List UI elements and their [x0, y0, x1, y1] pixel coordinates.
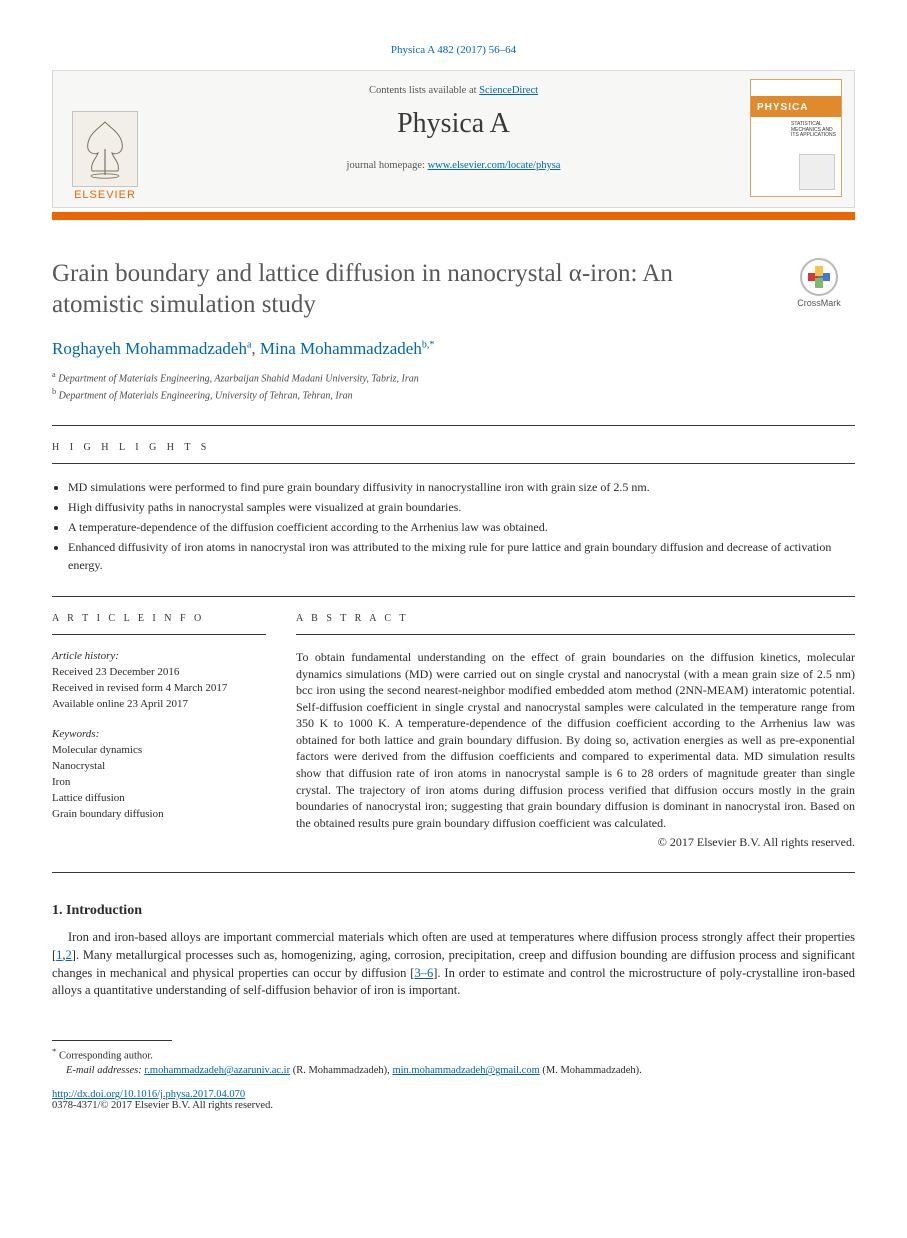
- email-1-who: (R. Mohammadzadeh),: [290, 1065, 392, 1076]
- history-line: Received 23 December 2016: [52, 665, 266, 681]
- article-history: Article history: Received 23 December 20…: [52, 649, 266, 822]
- rule-info: [52, 634, 266, 635]
- email-2-link[interactable]: min.mohammadzadeh@gmail.com: [392, 1065, 539, 1076]
- author-2-link[interactable]: Mina Mohammadzadeh: [260, 339, 422, 358]
- rule-3: [52, 872, 855, 873]
- history-line: Received in revised form 4 March 2017: [52, 681, 266, 697]
- homepage-prefix: journal homepage:: [347, 160, 428, 171]
- email-2-who: (M. Mohammadzadeh).: [540, 1065, 642, 1076]
- email-1-link[interactable]: r.mohammadzadeh@azaruniv.ac.ir: [144, 1065, 290, 1076]
- keyword: Iron: [52, 775, 266, 791]
- elsevier-tree-icon: [72, 111, 138, 187]
- affil-a: a Department of Materials Engineering, A…: [52, 369, 855, 386]
- corr-author-note: * Corresponding author.: [52, 1045, 855, 1064]
- highlight-item: Enhanced diffusivity of iron atoms in na…: [68, 538, 855, 574]
- emails-line: E-mail addresses: r.mohammadzadeh@azarun…: [52, 1064, 855, 1079]
- title-row: Grain boundary and lattice diffusion in …: [52, 258, 855, 321]
- keyword: Lattice diffusion: [52, 791, 266, 807]
- rule-1: [52, 425, 855, 426]
- highlight-item: A temperature-dependence of the diffusio…: [68, 518, 855, 536]
- highlights-list: MD simulations were performed to find pu…: [68, 478, 855, 574]
- rule-2: [52, 596, 855, 597]
- abstract-heading: A B S T R A C T: [296, 613, 855, 624]
- abstract-text: To obtain fundamental understanding on t…: [296, 649, 855, 831]
- info-abstract-row: A R T I C L E I N F O Article history: R…: [52, 613, 855, 850]
- sciencedirect-link[interactable]: ScienceDirect: [479, 85, 538, 96]
- copyright: © 2017 Elsevier B.V. All rights reserved…: [296, 835, 855, 850]
- keyword: Nanocrystal: [52, 759, 266, 775]
- publisher-logo-block: ELSEVIER: [53, 71, 157, 207]
- footnotes: * Corresponding author. E-mail addresses…: [52, 1040, 855, 1079]
- corr-mark-foot: *: [52, 1046, 56, 1056]
- author-1-affil: a: [247, 339, 251, 350]
- keywords-head: Keywords:: [52, 727, 266, 743]
- section-1-heading: 1. Introduction: [52, 903, 855, 919]
- doi-link[interactable]: http://dx.doi.org/10.1016/j.physa.2017.0…: [52, 1089, 245, 1100]
- highlights-heading: H I G H L I G H T S: [52, 442, 855, 453]
- article-title: Grain boundary and lattice diffusion in …: [52, 258, 759, 321]
- highlight-item: MD simulations were performed to find pu…: [68, 478, 855, 496]
- contents-prefix: Contents lists available at: [369, 85, 479, 96]
- cover-sub: STATISTICAL MECHANICS AND ITS APPLICATIO…: [791, 122, 837, 139]
- citation-top: Physica A 482 (2017) 56–64: [52, 44, 855, 56]
- publisher-word: ELSEVIER: [74, 189, 136, 201]
- emails-label: E-mail addresses:: [66, 1065, 142, 1076]
- crossmark-badge[interactable]: CrossMark: [783, 258, 855, 308]
- intro-paragraph-1: Iron and iron-based alloys are important…: [52, 929, 855, 1000]
- banner-right: PHYSICA STATISTICAL MECHANICS AND ITS AP…: [750, 71, 854, 207]
- banner-mid: Contents lists available at ScienceDirec…: [157, 71, 750, 207]
- crossmark-icon: [800, 258, 838, 296]
- ref-link-3-6[interactable]: 3–6: [414, 966, 433, 980]
- cover-title: PHYSICA: [757, 102, 808, 113]
- affiliations: a Department of Materials Engineering, A…: [52, 369, 855, 404]
- history-line: Available online 23 April 2017: [52, 697, 266, 713]
- affil-a-text: Department of Materials Engineering, Aza…: [58, 373, 419, 384]
- keyword: Molecular dynamics: [52, 743, 266, 759]
- cover-inner-icon: [799, 154, 835, 190]
- affil-b: b Department of Materials Engineering, U…: [52, 386, 855, 403]
- doi-block: http://dx.doi.org/10.1016/j.physa.2017.0…: [52, 1089, 855, 1111]
- rule-1b: [52, 463, 855, 464]
- footnote-rule: [52, 1040, 172, 1041]
- page-root: Physica A 482 (2017) 56–64 ELSEVIER Cont…: [0, 0, 907, 1151]
- corr-mark: *: [429, 339, 434, 350]
- homepage-line: journal homepage: www.elsevier.com/locat…: [157, 160, 750, 171]
- info-heading: A R T I C L E I N F O: [52, 613, 266, 624]
- accent-bar: [52, 212, 855, 220]
- issn-copyright: 0378-4371/© 2017 Elsevier B.V. All right…: [52, 1100, 273, 1111]
- journal-cover-thumb: PHYSICA STATISTICAL MECHANICS AND ITS AP…: [750, 79, 842, 197]
- keyword: Grain boundary diffusion: [52, 807, 266, 823]
- affil-b-text: Department of Materials Engineering, Uni…: [59, 390, 353, 401]
- rule-abs: [296, 634, 855, 635]
- history-head: Article history:: [52, 649, 266, 665]
- journal-name: Physica A: [157, 108, 750, 140]
- abstract-col: A B S T R A C T To obtain fundamental un…: [296, 613, 855, 850]
- homepage-link[interactable]: www.elsevier.com/locate/physa: [428, 160, 561, 171]
- article-info-col: A R T I C L E I N F O Article history: R…: [52, 613, 266, 850]
- journal-banner: ELSEVIER Contents lists available at Sci…: [52, 70, 855, 208]
- highlight-item: High diffusivity paths in nanocrystal sa…: [68, 498, 855, 516]
- authors: Roghayeh Mohammadzadeha, Mina Mohammadza…: [52, 339, 855, 359]
- crossmark-label: CrossMark: [797, 298, 841, 308]
- contents-line: Contents lists available at ScienceDirec…: [157, 85, 750, 96]
- author-1-link[interactable]: Roghayeh Mohammadzadeh: [52, 339, 247, 358]
- corr-label: Corresponding author.: [59, 1051, 153, 1062]
